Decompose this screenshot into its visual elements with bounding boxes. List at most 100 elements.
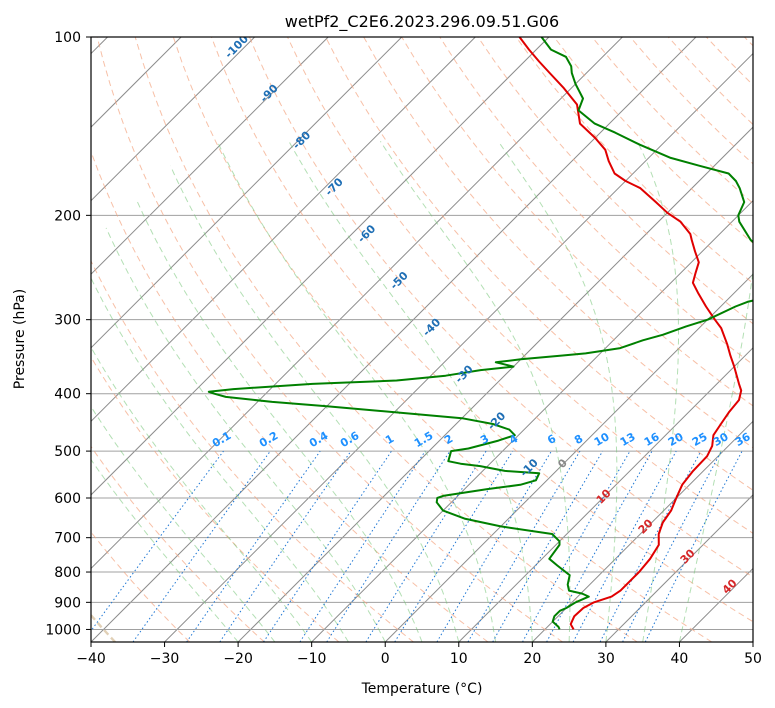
x-tick-label: 50 xyxy=(744,651,762,667)
moist-adiabat xyxy=(497,141,618,642)
mixing-ratio-label: 1.5 xyxy=(412,429,435,450)
isotherm-line xyxy=(164,52,753,642)
dry-adiabat xyxy=(744,37,753,47)
y-tick-label: 900 xyxy=(54,595,81,611)
dry-adiabat xyxy=(248,37,753,578)
y-tick-label: 700 xyxy=(54,531,81,547)
mixing-ratio-line xyxy=(467,450,581,642)
moist-adiabat xyxy=(91,458,239,642)
dry-adiabat xyxy=(325,37,753,491)
moist-adiabat xyxy=(91,276,349,642)
mixing-ratio-line xyxy=(186,450,321,642)
moist-adiabat xyxy=(288,141,533,642)
x-tick-label: −30 xyxy=(150,651,180,667)
isotherm-line xyxy=(752,641,753,642)
x-tick-label: 30 xyxy=(597,651,615,667)
mixing-ratio-line xyxy=(394,450,514,642)
moist-adiabat xyxy=(91,405,276,642)
dry-adiabat-label: -70 xyxy=(323,175,346,198)
dry-adiabat-label: 30 xyxy=(678,546,698,566)
moist-adiabat xyxy=(137,201,423,642)
moist-adiabat xyxy=(678,268,753,642)
dry-adiabat xyxy=(515,37,753,284)
mixing-ratio-line xyxy=(522,450,631,642)
dry-adiabat xyxy=(91,445,265,642)
dry-adiabat xyxy=(96,37,563,642)
dry-adiabat xyxy=(134,37,638,642)
mixing-ratio-label: 13 xyxy=(618,430,638,449)
dry-adiabat xyxy=(210,37,753,623)
plot-area xyxy=(91,37,753,642)
mixing-ratio-label: 0.6 xyxy=(338,429,362,450)
moist-adiabat xyxy=(636,141,679,642)
mixing-ratio-line xyxy=(326,450,451,642)
dry-adiabat-label: -80 xyxy=(290,128,313,151)
dewpoint-profile xyxy=(207,37,753,630)
temperature-profile xyxy=(518,37,743,630)
dry-adiabat-label: -60 xyxy=(355,222,378,245)
isotherm-line xyxy=(458,347,753,642)
dry-adiabat xyxy=(705,37,753,86)
isotherm-line xyxy=(91,37,550,496)
moist-adiabat xyxy=(379,141,571,642)
mixing-ratio-line xyxy=(365,450,487,642)
mixing-ratio-label: 20 xyxy=(666,430,686,449)
x-tick-label: 10 xyxy=(450,651,468,667)
y-tick-label: 600 xyxy=(54,491,81,507)
dry-adiabat xyxy=(91,356,340,642)
isotherm-line xyxy=(91,37,329,275)
dry-adiabat-label: 0 xyxy=(555,456,570,471)
mixing-ratio-label: 8 xyxy=(572,432,585,447)
moist-adiabat xyxy=(170,165,460,642)
moist-adiabat xyxy=(91,346,313,642)
mixing-ratio-line xyxy=(299,450,426,642)
mixing-ratio-line xyxy=(219,450,352,642)
mixing-ratio-line xyxy=(546,450,653,642)
mixing-ratio-line xyxy=(132,450,271,642)
y-tick-label: 100 xyxy=(54,30,81,46)
dry-adiabat-label: -30 xyxy=(453,362,476,385)
dry-adiabat-label: 40 xyxy=(720,576,740,596)
isotherm-line xyxy=(679,567,753,642)
mixing-ratio-line xyxy=(644,450,743,642)
isotherm-line xyxy=(91,37,623,570)
dry-adiabat-label: -40 xyxy=(420,316,443,339)
dry-adiabat xyxy=(553,37,753,244)
mixing-ratio-label: 0.1 xyxy=(210,429,233,450)
y-tick-label: 400 xyxy=(54,387,81,403)
mixing-ratio-label: 0.2 xyxy=(257,429,280,450)
isotherm-line xyxy=(91,37,403,349)
x-tick-label: −20 xyxy=(223,651,253,667)
y-tick-label: 200 xyxy=(54,208,81,224)
y-axis-label: Pressure (hPa) xyxy=(12,289,28,389)
isotherm-line xyxy=(91,37,476,423)
isotherm-line xyxy=(237,126,753,642)
dry-adiabat xyxy=(172,37,713,642)
y-tick-label: 800 xyxy=(54,565,81,581)
isotherm-line xyxy=(531,420,753,642)
x-tick-label: −10 xyxy=(297,651,327,667)
x-tick-label: −40 xyxy=(76,651,106,667)
dry-adiabat xyxy=(91,259,414,642)
x-tick-label: 0 xyxy=(381,651,390,667)
mixing-ratio-label: 2 xyxy=(442,432,455,447)
isotherm-line xyxy=(605,494,753,642)
isotherm-line xyxy=(91,37,256,202)
x-tick-label: 20 xyxy=(523,651,541,667)
mixing-ratio-line xyxy=(572,450,677,642)
y-tick-label: 500 xyxy=(54,444,81,460)
dry-adiabat xyxy=(91,531,191,642)
mixing-ratio-label: 16 xyxy=(642,430,662,449)
isotherm-line xyxy=(311,199,753,642)
dry-adiabat-label: -50 xyxy=(388,269,411,292)
mixing-ratio-label: 1 xyxy=(383,432,396,447)
mixing-ratio-line xyxy=(91,450,224,632)
mixing-ratio-line xyxy=(263,450,392,642)
isotherm-line xyxy=(384,273,753,642)
dry-adiabat xyxy=(287,37,753,534)
mixing-ratio-label: 0.4 xyxy=(307,429,331,450)
y-tick-label: 1000 xyxy=(45,622,81,638)
mixing-ratio-label: 6 xyxy=(545,432,558,447)
moist-adiabat xyxy=(105,227,386,642)
